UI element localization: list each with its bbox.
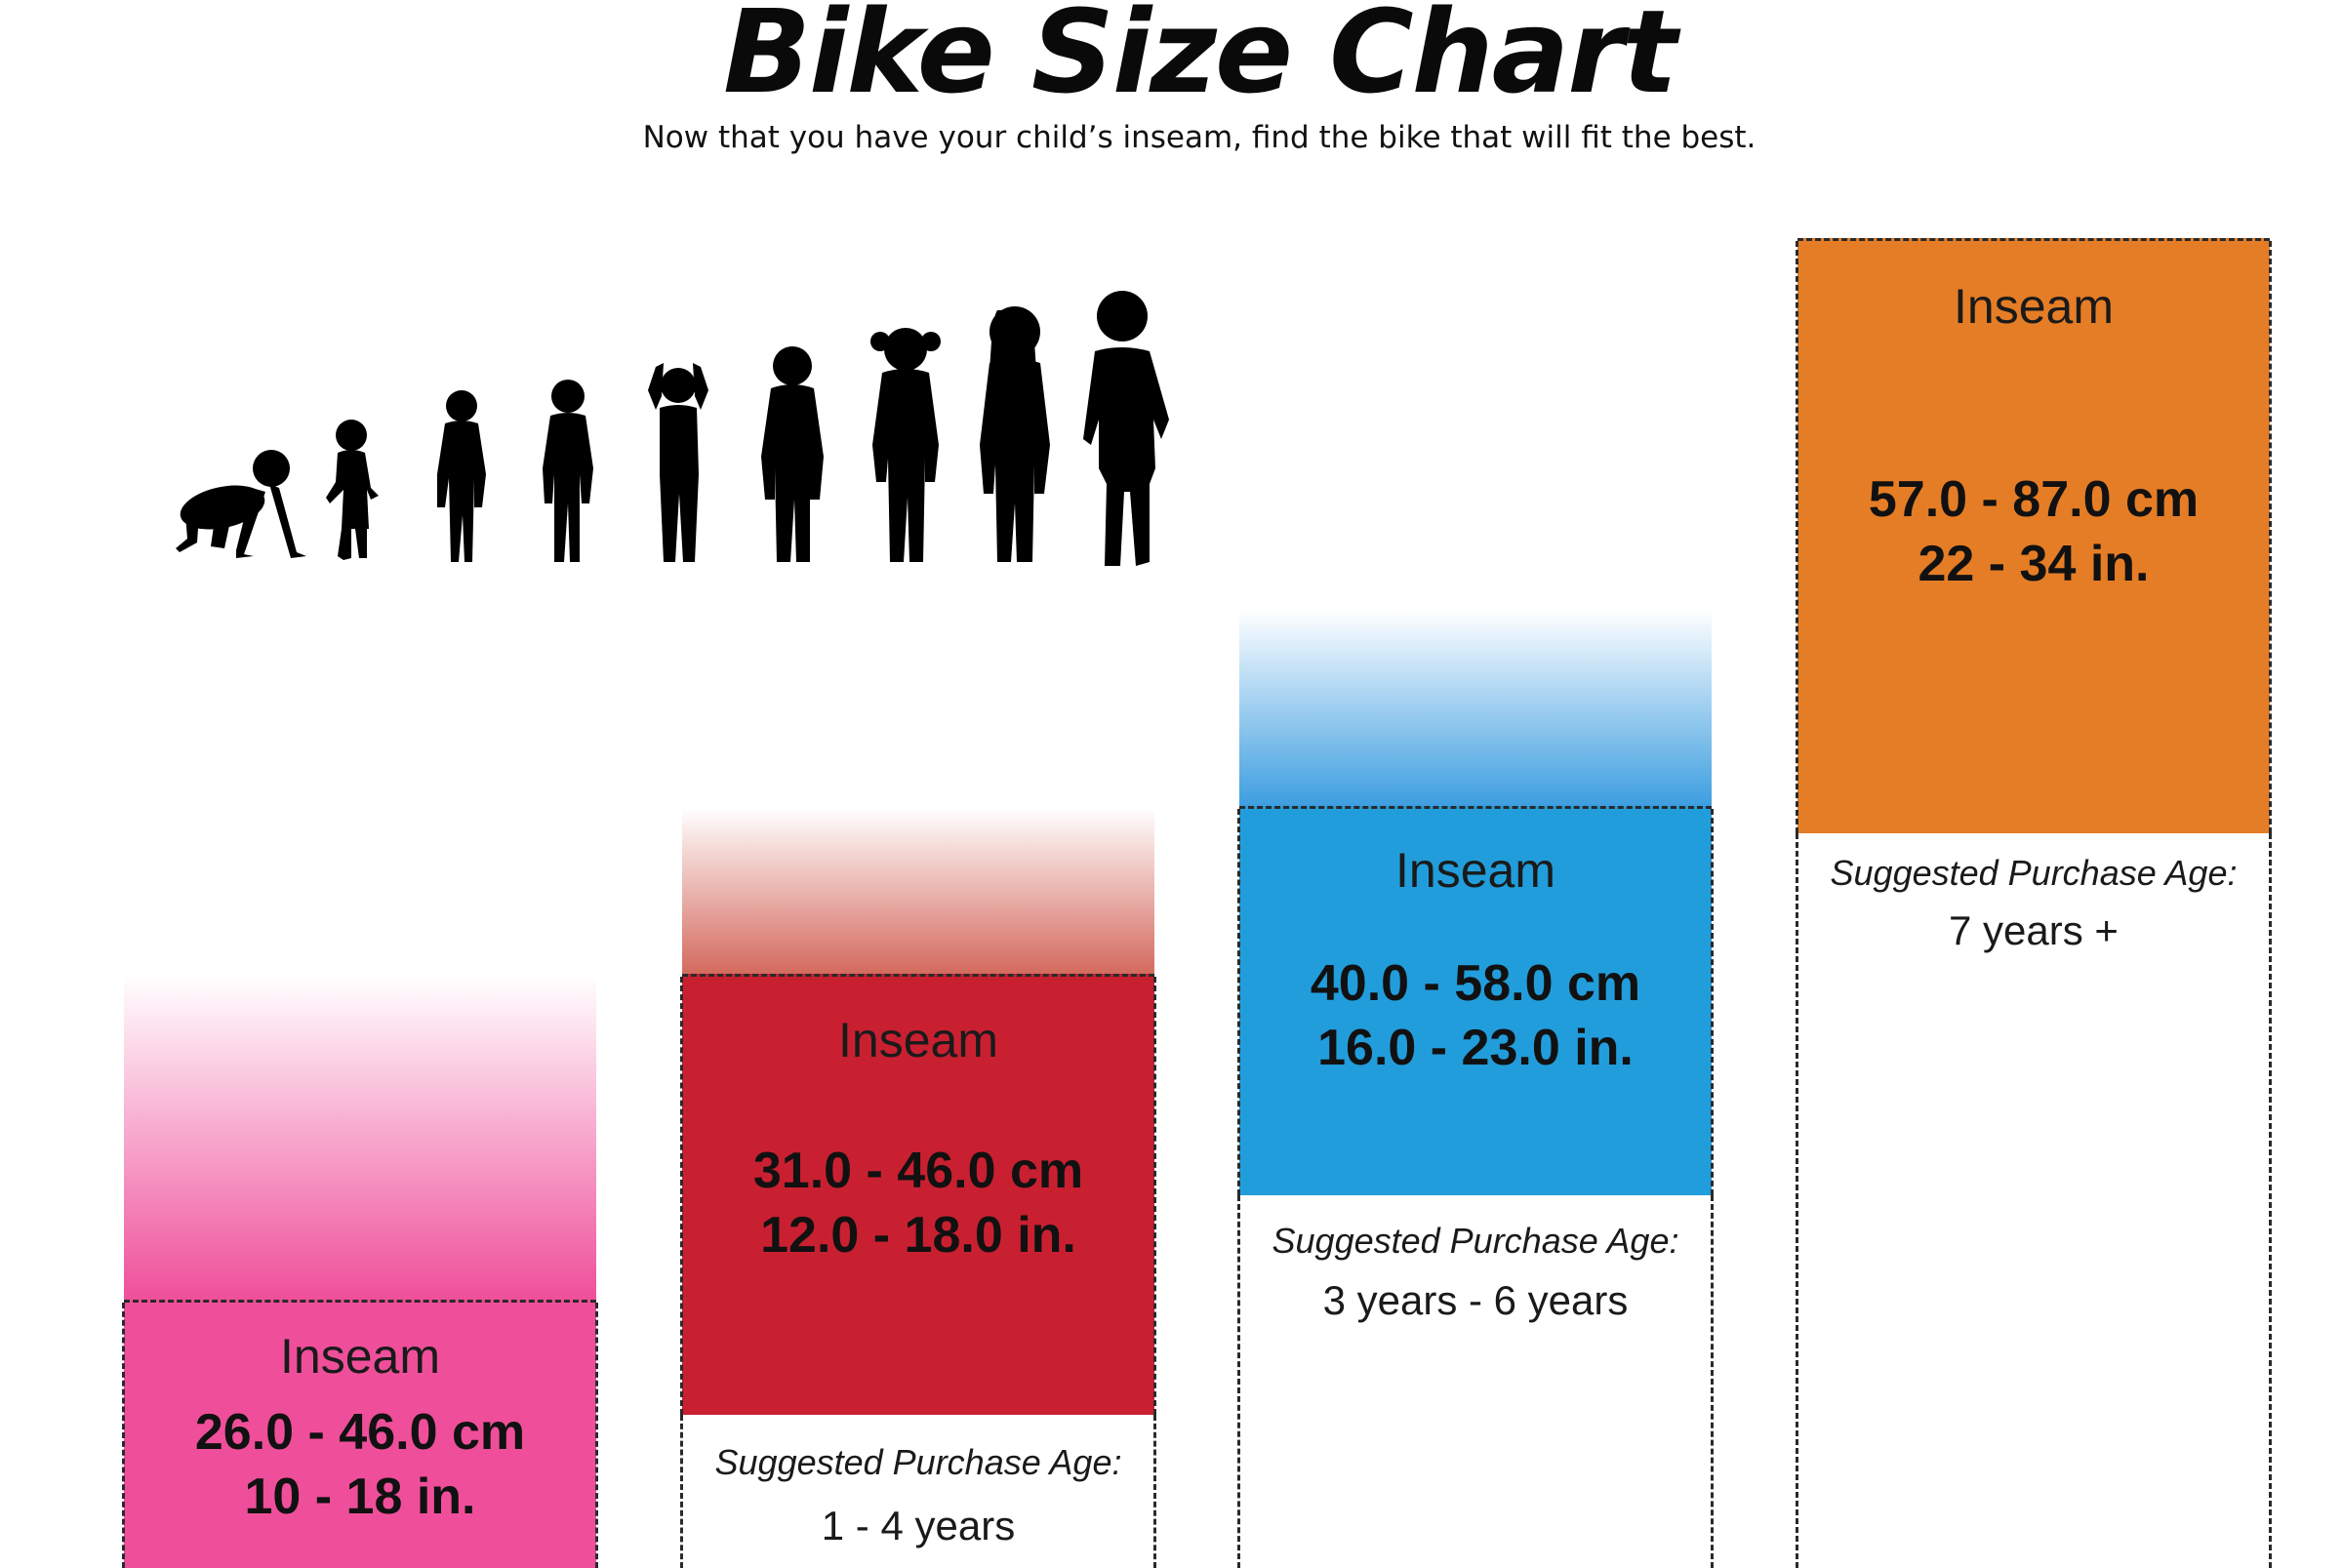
age-section: Suggested Purchase Age: 7 years +	[1796, 833, 2272, 1568]
dashed-border	[1796, 241, 1798, 833]
child-icon	[543, 380, 593, 562]
dashed-border	[2269, 833, 2272, 1568]
toddler-icon	[326, 420, 379, 560]
inseam-fade-bar	[682, 808, 1154, 974]
inseam-cm-range: 31.0 - 46.0 cm	[752, 1143, 1084, 1199]
size-column-1: Inseam 26.0 - 46.0 cm 10 - 18 in.	[122, 976, 598, 1568]
suggested-age-value: 1 - 4 years	[821, 1503, 1016, 1548]
dashed-border	[2269, 241, 2272, 833]
dashed-border	[1153, 1415, 1156, 1568]
suggested-age-label: Suggested Purchase Age:	[714, 1442, 1122, 1482]
boy-icon	[1083, 291, 1169, 566]
girl-pigtails-icon	[870, 328, 941, 562]
inseam-cm-range: 26.0 - 46.0 cm	[194, 1404, 526, 1461]
inseam-label: Inseam	[1395, 843, 1555, 898]
inseam-box: Inseam 31.0 - 46.0 cm 12.0 - 18.0 in.	[680, 974, 1156, 1415]
inseam-box: Inseam 57.0 - 87.0 cm 22 - 34 in.	[1796, 238, 2272, 833]
inseam-in-range: 16.0 - 23.0 in.	[1317, 1020, 1634, 1076]
dashed-border	[1237, 1195, 1240, 1568]
girl-icon	[980, 306, 1050, 562]
inseam-label: Inseam	[1954, 279, 2114, 334]
size-column-3: Inseam 40.0 - 58.0 cm 16.0 - 23.0 in. Su…	[1237, 610, 1714, 1568]
dashed-border	[1711, 1195, 1714, 1568]
size-column-2: Inseam 31.0 - 46.0 cm 12.0 - 18.0 in. Su…	[680, 808, 1156, 1568]
page-subtitle: Now that you have your child’s inseam, f…	[642, 120, 1756, 155]
inseam-box: Inseam 40.0 - 58.0 cm 16.0 - 23.0 in.	[1237, 806, 1714, 1195]
dashed-border	[1237, 809, 1240, 1195]
dashed-border	[680, 977, 683, 1415]
age-section: Suggested Purchase Age: 1 - 4 years	[680, 1415, 1156, 1568]
inseam-in-range: 22 - 34 in.	[1918, 536, 2150, 592]
inseam-label: Inseam	[838, 1013, 998, 1067]
size-column-4: Inseam 57.0 - 87.0 cm 22 - 34 in. Sugges…	[1796, 238, 2272, 1568]
crawling-baby-icon	[176, 450, 306, 558]
suggested-age-value: 7 years +	[1949, 907, 2119, 953]
inseam-cm-range: 40.0 - 58.0 cm	[1310, 955, 1641, 1012]
dashed-border	[1153, 977, 1156, 1415]
dashed-border	[680, 1415, 683, 1568]
inseam-cm-range: 57.0 - 87.0 cm	[1868, 471, 2200, 528]
dashed-border	[1711, 809, 1714, 1195]
inseam-in-range: 10 - 18 in.	[244, 1468, 476, 1525]
inseam-box: Inseam 26.0 - 46.0 cm 10 - 18 in.	[122, 1300, 598, 1568]
inseam-in-range: 12.0 - 18.0 in.	[760, 1207, 1076, 1264]
child-growth-silhouettes	[176, 291, 1169, 566]
child-icon	[648, 363, 708, 562]
small-child-icon	[437, 390, 486, 562]
dashed-border	[122, 1303, 125, 1568]
child-icon	[761, 346, 824, 562]
dashed-border	[595, 1303, 598, 1568]
dashed-border	[1796, 833, 1798, 1568]
suggested-age-label: Suggested Purchase Age:	[1272, 1221, 1679, 1261]
inseam-label: Inseam	[280, 1329, 440, 1384]
inseam-fade-bar	[1239, 610, 1712, 806]
page-title: Bike Size Chart	[723, 0, 1677, 119]
age-section: Suggested Purchase Age: 3 years - 6 year…	[1237, 1195, 1714, 1568]
suggested-age-label: Suggested Purchase Age:	[1830, 853, 2238, 893]
inseam-fade-bar	[124, 976, 596, 1300]
suggested-age-value: 3 years - 6 years	[1322, 1277, 1629, 1323]
